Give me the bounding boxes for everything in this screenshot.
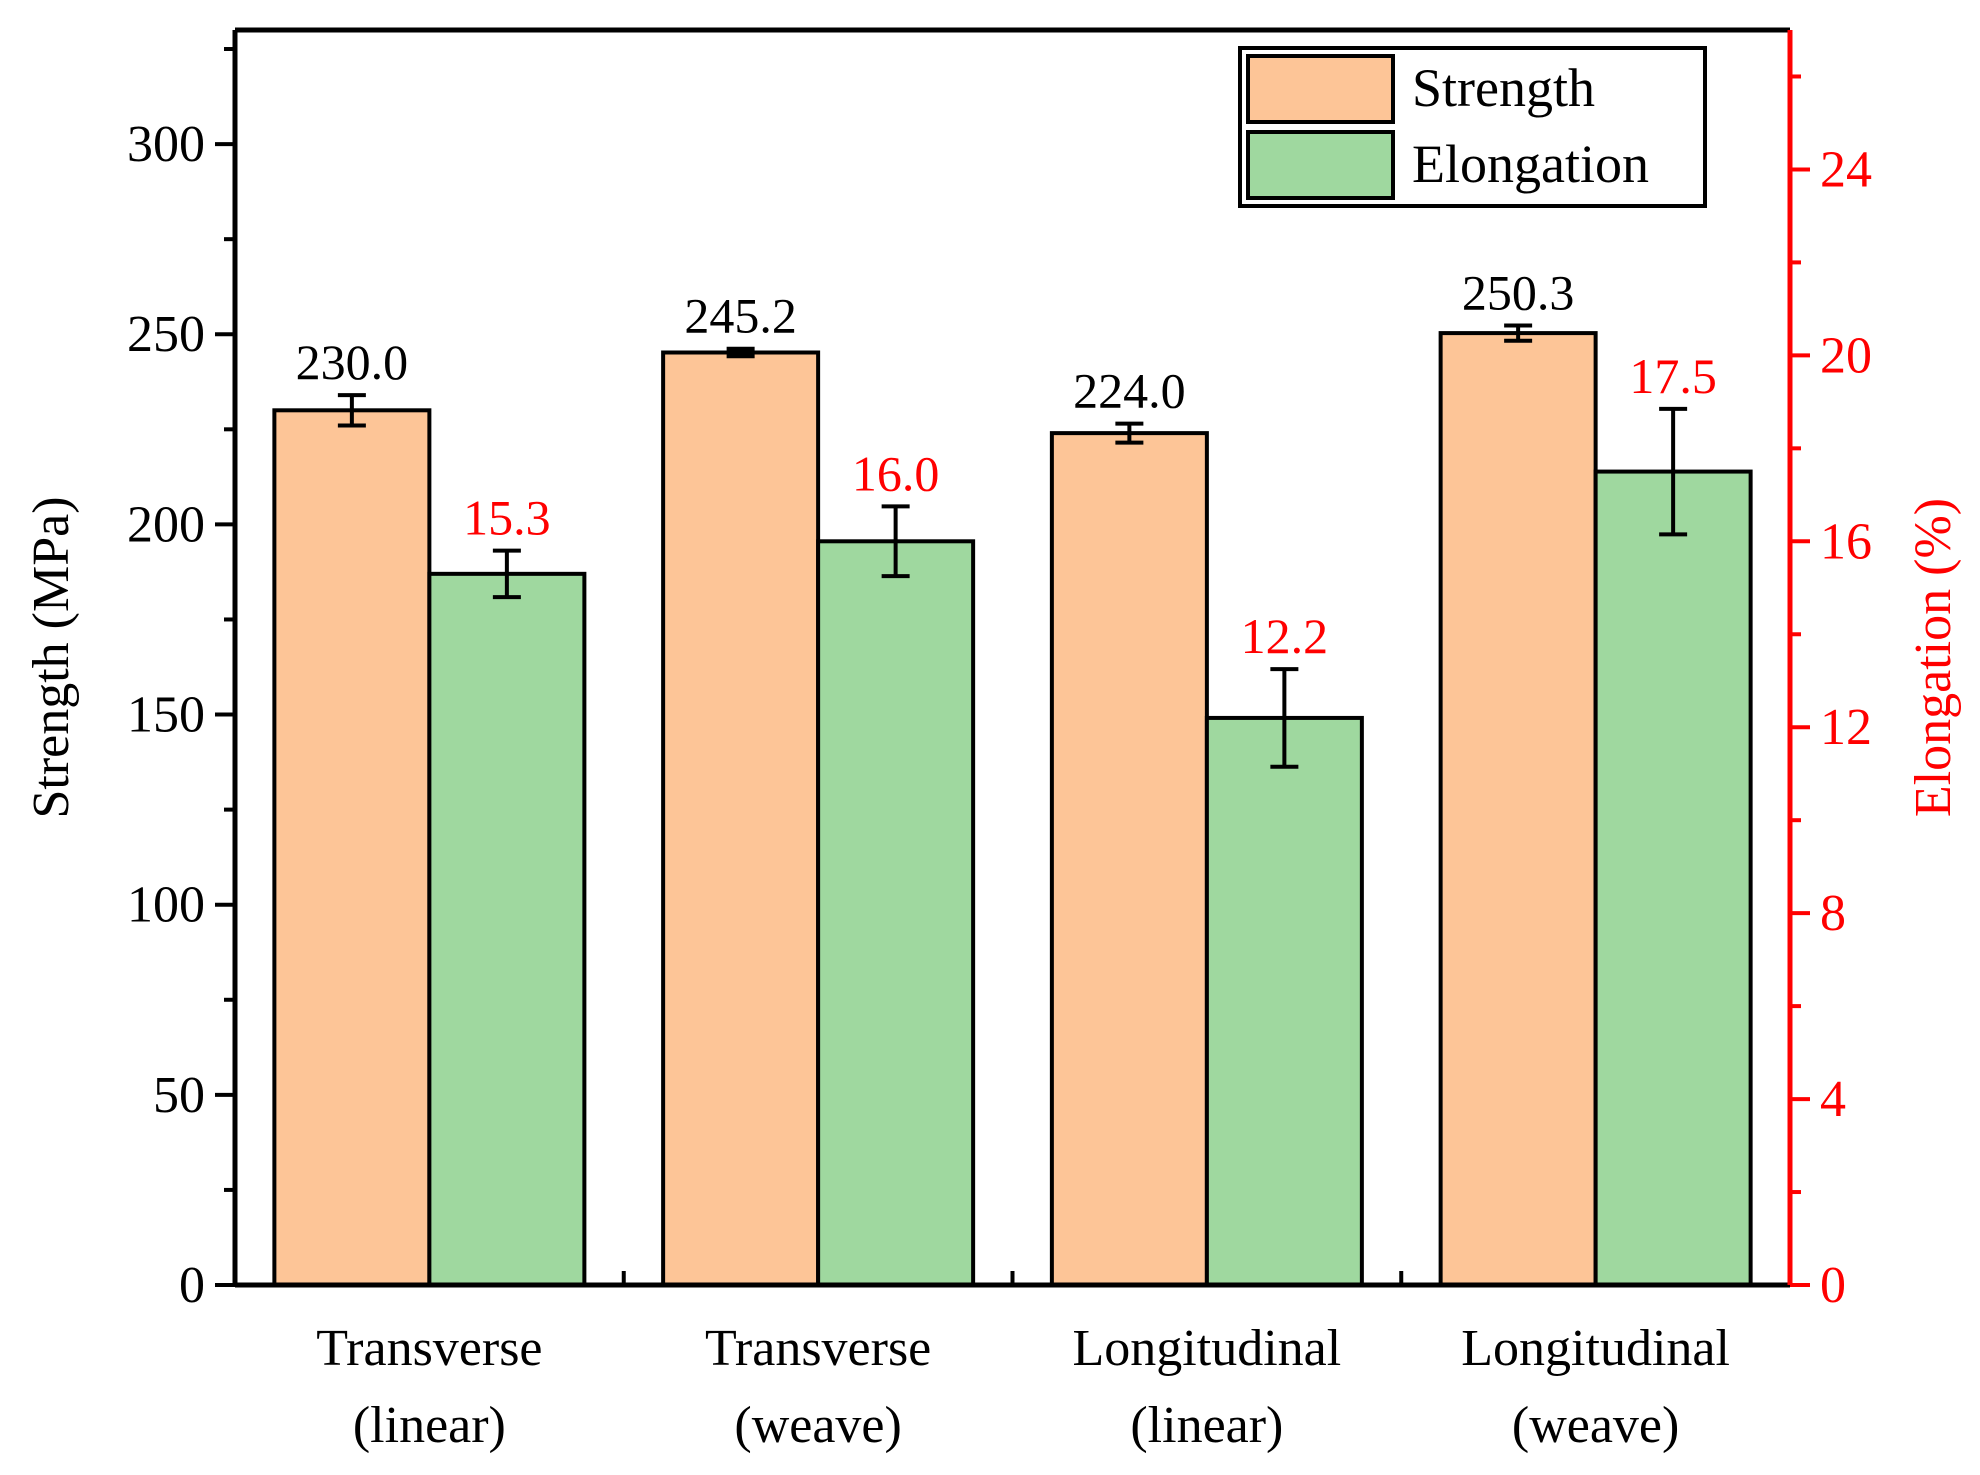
category-label-2-0: Longitudinal [1073,1320,1342,1377]
y-axis-title: Strength (MPa) [23,496,80,818]
y-tick-label-150: 150 [127,687,205,744]
y2-tick-label-16: 16 [1820,513,1872,570]
data-label-elongation-1: 16.0 [852,445,940,501]
bar-strength-2 [1049,431,1209,1287]
bar-elongation-1 [816,539,976,1287]
y-tick-label-250: 250 [127,306,205,363]
y2-tick-label-4: 4 [1820,1071,1846,1128]
data-label-strength-0: 230.0 [296,334,409,390]
y2-tick-label-20: 20 [1820,327,1872,384]
y-tick-label-300: 300 [127,116,205,173]
data-label-strength-2: 224.0 [1073,363,1186,419]
data-label-strength-3: 250.3 [1462,264,1575,320]
legend: Strength Elongation [1238,46,1707,208]
y-tick-label-50: 50 [153,1067,205,1124]
bar-strength-3 [1438,331,1598,1287]
legend-swatch-elongation [1246,130,1395,200]
category-label-0-1: (linear) [353,1397,506,1454]
y2-tick-label-8: 8 [1820,885,1846,942]
y2-tick-label-12: 12 [1820,699,1872,756]
category-label-2-1: (linear) [1130,1397,1283,1454]
category-label-1-0: Transverse [705,1320,931,1377]
bar-elongation-2 [1204,715,1364,1287]
plot-area: 230.0 15.3 245.2 16.0 224.0 12.2 250.3 17.5 [272,264,1753,1288]
y2-tick-label-0: 0 [1820,1257,1846,1314]
bar-strength-1 [661,350,821,1288]
category-label-1-1: (weave) [734,1397,901,1454]
bar-elongation-3 [1593,469,1753,1287]
category-label-3-1: (weave) [1512,1397,1679,1454]
y2-axis-title: Elongation (%) [1905,498,1962,817]
legend-label-elongation: Elongation [1412,134,1649,194]
data-label-strength-1: 245.2 [684,288,797,344]
data-label-elongation-3: 17.5 [1629,348,1717,404]
category-label-0-0: Transverse [316,1320,542,1377]
data-label-elongation-2: 12.2 [1241,608,1329,664]
bar-strength-0 [272,408,432,1287]
axes: Transverse (linear) Transverse (weave) Longi… [23,27,1962,1454]
y-tick-label-0: 0 [179,1257,205,1314]
legend-swatch-strength [1246,54,1395,124]
legend-label-strength: Strength [1412,58,1595,118]
y-tick-label-200: 200 [127,496,205,553]
bar-elongation-0 [427,571,587,1287]
data-label-elongation-0: 15.3 [463,490,551,546]
category-label-3-0: Longitudinal [1461,1320,1730,1377]
y-tick-label-100: 100 [127,877,205,934]
y2-tick-label-24: 24 [1820,141,1872,198]
